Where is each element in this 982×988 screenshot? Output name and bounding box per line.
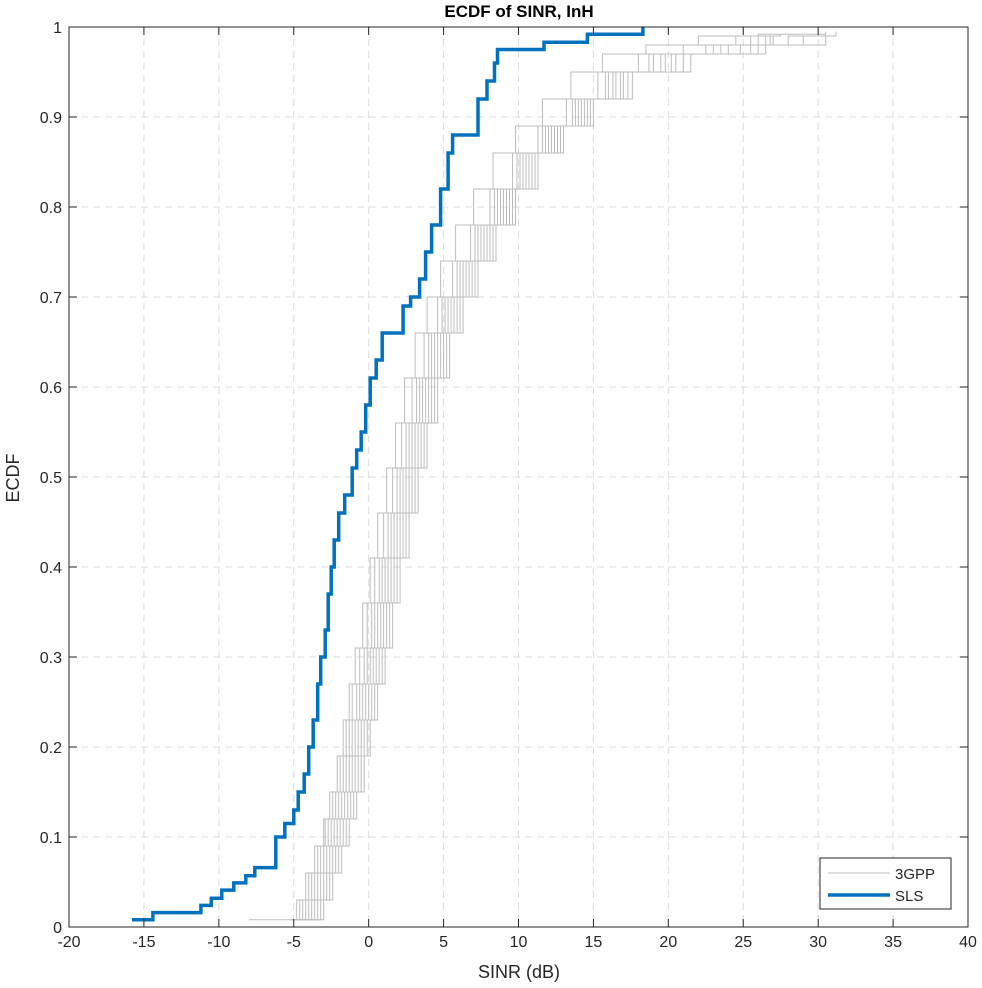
x-tick-label: -10 — [207, 934, 230, 951]
y-tick-label: 0.2 — [40, 740, 62, 757]
legend-label-sls: SLS — [895, 888, 923, 905]
chart-title: ECDF of SINR, InH — [444, 2, 593, 21]
x-tick-label: 20 — [659, 934, 677, 951]
legend-box — [819, 857, 952, 910]
y-tick-label: 1 — [53, 20, 62, 37]
y-tick-label: 0.5 — [40, 470, 62, 487]
y-tick-label: 0.8 — [40, 200, 62, 217]
x-tick-label: 5 — [439, 934, 448, 951]
x-tick-label: 25 — [734, 934, 752, 951]
y-tick-label: 0.1 — [40, 830, 62, 847]
y-tick-label: 0 — [53, 920, 62, 937]
x-tick-label: 10 — [510, 934, 528, 951]
x-axis-label: SINR (dB) — [478, 962, 560, 982]
y-tick-label: 0.3 — [40, 650, 62, 667]
series-3gpp — [248, 31, 837, 921]
y-tick-label: 0.6 — [40, 380, 62, 397]
x-tick-label: 30 — [809, 934, 827, 951]
grid — [69, 27, 968, 927]
x-tick-label: 15 — [585, 934, 603, 951]
series-sls — [131, 27, 645, 922]
x-tick-label: 0 — [364, 934, 373, 951]
x-tick-label: -15 — [132, 934, 155, 951]
x-tick-label: -20 — [57, 934, 80, 951]
x-tick-label: -5 — [287, 934, 301, 951]
axis-ticks — [68, 26, 969, 928]
series-sls-line — [131, 27, 645, 922]
x-tick-label: 35 — [884, 934, 902, 951]
y-axis-label: ECDF — [3, 453, 23, 502]
y-tick-label: 0.9 — [40, 110, 62, 127]
x-tick-labels: -20 -15 -10 -5 0 5 10 15 20 25 30 35 40 — [57, 934, 977, 951]
y-tick-label: 0.7 — [40, 290, 62, 307]
y-tick-labels: 0 0.1 0.2 0.3 0.4 0.5 0.6 0.7 0.8 0.9 1 — [40, 20, 62, 937]
series-3gpp-line — [314, 36, 767, 921]
legend-label-3gpp: 3GPP — [895, 866, 935, 883]
x-tick-label: 40 — [959, 934, 977, 951]
y-tick-label: 0.4 — [40, 560, 62, 577]
legend: 3GPP SLS — [819, 857, 952, 910]
